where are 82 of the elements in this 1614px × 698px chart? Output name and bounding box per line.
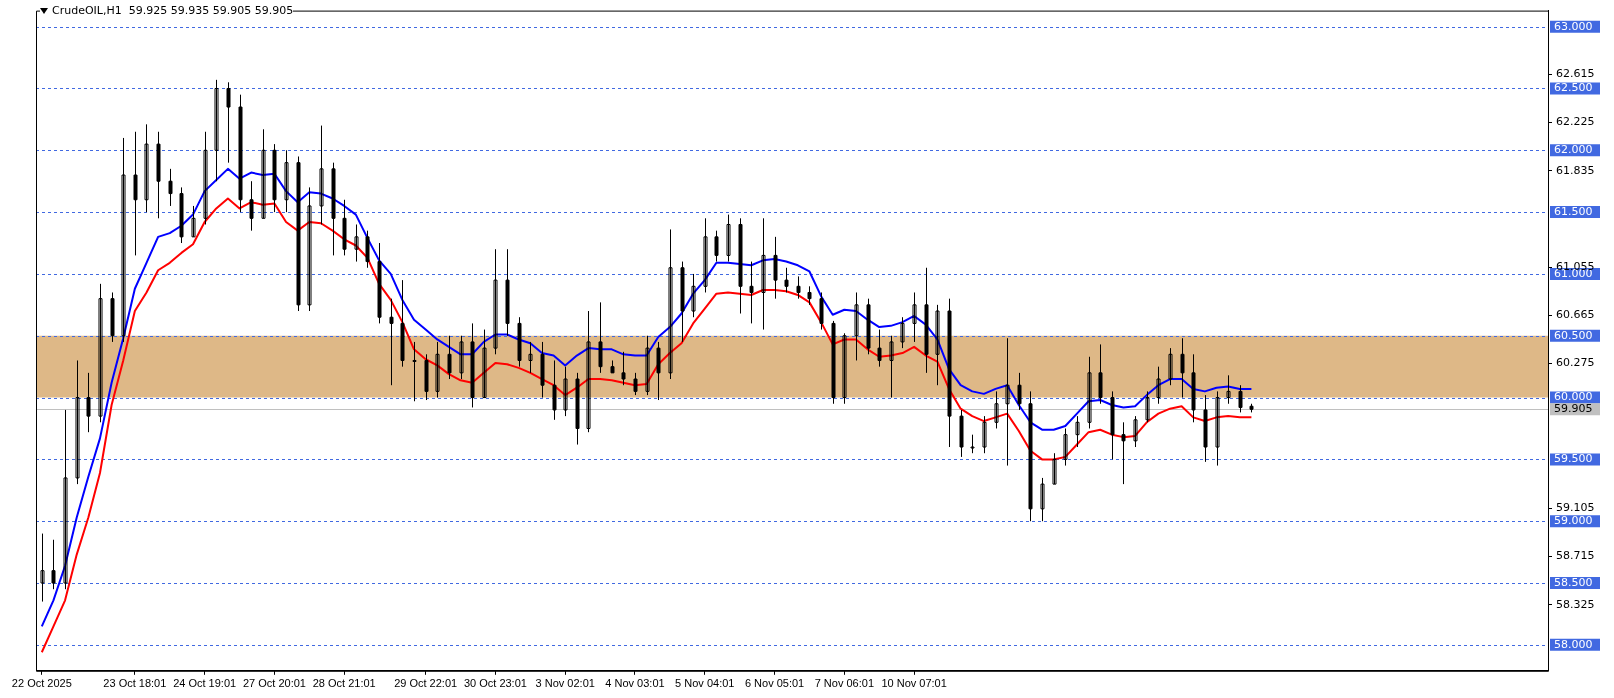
candlestick <box>412 341 417 402</box>
candlestick <box>63 409 68 590</box>
candlestick <box>726 214 731 263</box>
y-tick-label: 60.275 <box>1556 356 1595 370</box>
candlestick <box>319 125 324 225</box>
candlestick <box>1063 427 1068 467</box>
y-tick-label: 58.715 <box>1556 549 1595 563</box>
candlestick <box>121 137 126 343</box>
candlestick <box>982 415 987 454</box>
candlestick <box>586 310 591 433</box>
candlestick <box>994 390 999 429</box>
candlestick <box>284 149 289 213</box>
ref-line-label: 60.000 <box>1554 390 1593 404</box>
candlestick <box>1087 356 1092 429</box>
y-tick-label: 58.325 <box>1556 597 1595 611</box>
candlestick <box>203 131 208 225</box>
x-tick-label: 5 Nov 04:01 <box>675 677 735 690</box>
candlestick <box>1133 415 1138 448</box>
candlestick <box>668 228 673 380</box>
candlestick <box>1215 390 1220 467</box>
ref-line-label: 59.500 <box>1554 452 1593 466</box>
candlestick <box>1005 337 1010 467</box>
ref-line-label: 62.000 <box>1554 143 1593 157</box>
candlestick <box>435 341 440 399</box>
x-tick-label: 28 Oct 21:01 <box>312 677 376 690</box>
candlestick <box>761 217 766 331</box>
ref-line-label: 62.500 <box>1554 81 1593 95</box>
y-tick-label: 62.615 <box>1556 67 1595 81</box>
candlestick <box>307 186 312 312</box>
y-tick-label: 59.105 <box>1556 501 1595 515</box>
candlestick <box>1052 452 1057 485</box>
y-tick-label: 61.835 <box>1556 163 1595 177</box>
candlestick <box>482 329 487 399</box>
x-tick-label: 27 Oct 20:01 <box>242 677 306 690</box>
candlestick <box>1156 366 1161 405</box>
candlestick <box>970 434 975 454</box>
candlestick <box>75 359 80 485</box>
x-tick-label: 23 Oct 18:01 <box>103 677 167 690</box>
x-tick-label: 10 Nov 07:01 <box>881 677 947 690</box>
candlestick <box>459 335 464 380</box>
candlestick <box>40 533 45 603</box>
y-tick-label: 60.665 <box>1556 308 1595 322</box>
candlestick <box>1075 415 1080 448</box>
candlestick <box>912 291 917 343</box>
candlestick <box>214 79 219 182</box>
chart-title: CrudeOIL,H1 59.925 59.935 59.905 59.905 <box>52 4 294 17</box>
candlestick <box>703 217 708 293</box>
candlestick <box>98 283 103 423</box>
x-tick-label: 4 Nov 03:01 <box>605 677 665 690</box>
candlestick <box>645 335 650 396</box>
ref-line-label: 61.500 <box>1554 204 1593 218</box>
candlestick <box>1168 347 1173 386</box>
candlestick <box>528 341 533 374</box>
ref-line-label: 63.000 <box>1554 19 1593 33</box>
candlestick <box>563 366 568 417</box>
candlestick <box>1040 477 1045 522</box>
candlestick <box>889 335 894 399</box>
x-tick-label: 6 Nov 05:01 <box>744 677 805 690</box>
ref-line-label: 58.500 <box>1554 575 1593 589</box>
candlestick <box>935 304 940 386</box>
candlestick <box>854 291 859 361</box>
candlestick <box>354 223 359 263</box>
candlestick <box>842 332 847 405</box>
ref-line-label: 60.500 <box>1554 328 1593 342</box>
ref-line-label: 59.905 <box>1554 402 1593 416</box>
ref-line-label: 58.000 <box>1554 637 1593 651</box>
ref-line-label: 59.000 <box>1554 514 1593 528</box>
candlestick <box>261 128 266 219</box>
x-tick-label: 22 Oct 2025 <box>11 677 72 690</box>
candlestick <box>900 316 905 349</box>
x-tick-label: 30 Oct 23:01 <box>463 677 527 690</box>
candlestick <box>1145 390 1150 423</box>
candlestick <box>191 205 196 238</box>
y-tick-label: 62.225 <box>1556 115 1595 129</box>
x-tick-label: 7 Nov 06:01 <box>814 677 874 690</box>
candlestick <box>691 273 696 318</box>
x-tick-label: 3 Nov 02:01 <box>535 677 595 690</box>
candlestick <box>493 248 498 355</box>
candlestick <box>144 123 149 213</box>
candlestick <box>1226 374 1231 405</box>
x-tick-label: 24 Oct 19:01 <box>173 677 237 690</box>
x-tick-label: 29 Oct 22:01 <box>394 677 458 690</box>
